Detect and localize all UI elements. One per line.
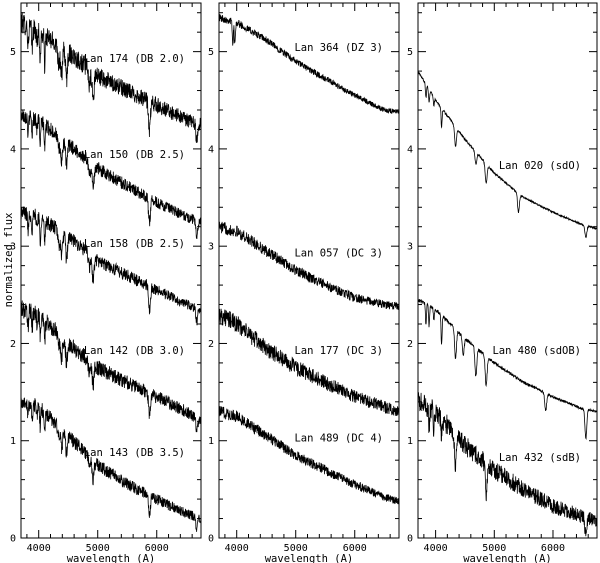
x-axis-label: wavelength (A) (463, 553, 552, 563)
series-label: Lan 142 (DB 3.0) (84, 345, 185, 357)
y-tick-label: 4 (208, 144, 214, 155)
y-tick-label: 4 (407, 144, 413, 155)
y-tick-label: 5 (208, 47, 214, 58)
series-label: Lan 150 (DB 2.5) (84, 149, 185, 161)
spectrum-line (218, 406, 400, 505)
series-label: Lan 158 (DB 2.5) (84, 238, 185, 250)
y-tick-label: 2 (208, 339, 214, 350)
x-tick-label: 4000 (27, 543, 51, 554)
series-label: Lan 489 (DC 4) (294, 432, 383, 444)
y-tick-label: 3 (208, 242, 214, 253)
y-tick-label: 1 (208, 436, 214, 447)
panel-left: 4000 5000 6000 0 1 2 3 4 5 wavelength (A) Lan 174 … (10, 2, 202, 563)
spectrum-line (20, 206, 202, 326)
y-tick-label: 5 (10, 47, 16, 58)
spectrum-line (417, 69, 598, 239)
y-tick-label: 1 (10, 436, 16, 447)
series-label: Lan 480 (sdOB) (492, 345, 581, 357)
spectrum-line (20, 109, 202, 240)
series-label: Lan 174 (DB 2.0) (84, 53, 185, 65)
y-tick-label: 2 (407, 339, 413, 350)
y-tick-label: 5 (407, 47, 413, 58)
x-tick-label: 6000 (343, 543, 367, 554)
spectrum-line (417, 298, 598, 441)
spectrum-line (218, 308, 400, 416)
series-label: Lan 143 (DB 3.5) (84, 447, 185, 459)
series-label: Lan 020 (sdO) (499, 160, 581, 172)
panel-right: 4000 5000 6000 0 1 2 3 4 5 wavelength (A) Lan 020 … (407, 2, 598, 563)
panels-group: 4000 5000 6000 0 1 2 3 4 5 wavelength (A) Lan 174 … (10, 2, 598, 563)
x-tick-label: 6000 (541, 543, 565, 554)
panel-frame (218, 2, 400, 539)
y-tick-label: 3 (407, 242, 413, 253)
y-tick-label: 4 (10, 144, 16, 155)
y-tick-label: 0 (208, 534, 214, 545)
series-label: Lan 057 (DC 3) (294, 247, 383, 259)
x-axis-label: wavelength (A) (67, 553, 156, 563)
y-axis-label: normalized flux (3, 213, 15, 308)
y-tick-label: 2 (10, 339, 16, 350)
x-tick-label: 4000 (424, 543, 448, 554)
x-tick-label: 5000 (482, 543, 506, 554)
x-tick-label: 6000 (145, 543, 169, 554)
panel-middle: 4000 5000 6000 0 1 2 3 4 5 wavelength (A) Lan 364 … (208, 2, 400, 563)
series-label: Lan 364 (DZ 3) (294, 42, 383, 54)
series-label: Lan 177 (DC 3) (294, 345, 383, 357)
x-axis-label: wavelength (A) (265, 553, 354, 563)
panel-frame (20, 2, 202, 539)
y-tick-label: 3 (10, 242, 16, 253)
x-tick-label: 4000 (225, 543, 249, 554)
spectrum-line (417, 392, 598, 537)
x-tick-label: 5000 (86, 543, 110, 554)
panel-frame (417, 2, 598, 539)
series-label: Lan 432 (sdB) (499, 452, 581, 464)
x-tick-label: 5000 (284, 543, 308, 554)
spectrum-line (20, 300, 202, 433)
spectrum-line (20, 12, 202, 143)
y-tick-label: 0 (10, 534, 16, 545)
spectrum-line (218, 14, 400, 114)
spectrum-line (218, 221, 400, 310)
y-tick-label: 1 (407, 436, 413, 447)
y-tick-label: 0 (407, 534, 413, 545)
spectrum-line (20, 397, 202, 532)
